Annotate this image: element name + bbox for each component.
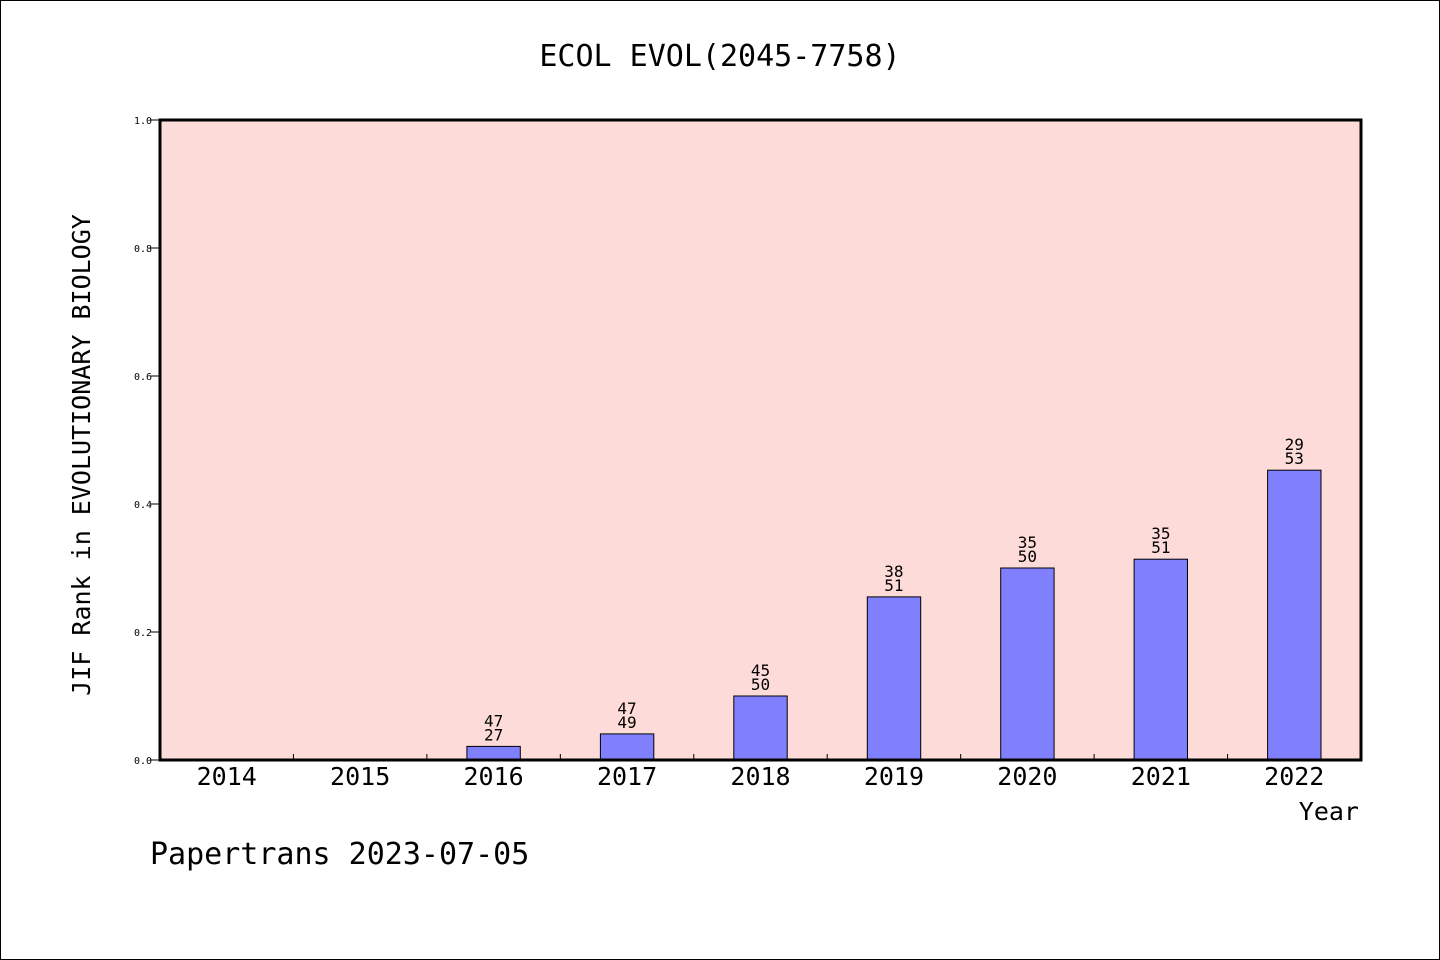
x-tick-label: 2021 — [1131, 762, 1191, 791]
bar-total-label: 49 — [617, 713, 636, 732]
bar-total-label: 51 — [1151, 538, 1170, 557]
y-tick-label: 0.6 — [134, 372, 152, 383]
bar-rank-label: 35 — [1018, 533, 1037, 552]
y-tick-label: 0.4 — [134, 500, 152, 511]
bar — [466, 745, 521, 761]
x-tick-label: 2016 — [464, 762, 524, 791]
bar — [1133, 558, 1188, 761]
chart-title: ECOL EVOL(2045-7758) — [539, 39, 900, 74]
x-tick-label: 2019 — [864, 762, 924, 791]
x-tick-label: 2020 — [997, 762, 1057, 791]
y-tick-label: 0.8 — [134, 244, 152, 255]
bar-total-label: 50 — [1018, 547, 1037, 566]
bar-rank-label: 45 — [751, 661, 770, 680]
x-axis-label: Year — [1299, 797, 1359, 826]
footer-text: Papertrans 2023-07-05 — [150, 837, 529, 872]
bar-total-label: 50 — [751, 675, 770, 694]
bar-rank-label: 29 — [1285, 435, 1304, 454]
y-tick-label: 0.2 — [134, 628, 152, 639]
bar-total-label: 51 — [884, 576, 903, 595]
bar-rank-label: 47 — [617, 699, 636, 718]
x-tick-label: 2022 — [1264, 762, 1324, 791]
bar — [1267, 469, 1322, 761]
y-axis-label: JIF Rank in EVOLUTIONARY BIOLOGY — [67, 214, 96, 696]
bar-total-label: 53 — [1285, 449, 1304, 468]
bar — [1000, 567, 1055, 761]
plot-border — [158, 118, 1363, 762]
bar-rank-label: 47 — [484, 711, 503, 730]
bar — [866, 596, 922, 761]
x-tick-label: 2015 — [330, 762, 390, 791]
y-tick-label: 0.0 — [134, 756, 152, 767]
x-tick-label: 2014 — [197, 762, 257, 791]
x-tick-label: 2018 — [730, 762, 790, 791]
bar — [733, 695, 788, 761]
bar-rank-label: 38 — [884, 562, 903, 581]
y-tick-label: 1.0 — [134, 116, 152, 127]
bar-rank-label: 35 — [1151, 524, 1170, 543]
bar — [599, 733, 655, 761]
bar-total-label: 27 — [484, 725, 503, 744]
x-ticks-layer: 2014 2015 2016 2017 2018 2019 2020 2021 2022 — [197, 754, 1324, 791]
y-ticks-layer: 0.0 0.2 0.4 0.6 0.8 1.0 — [134, 116, 160, 767]
x-tick-label: 2017 — [597, 762, 657, 791]
